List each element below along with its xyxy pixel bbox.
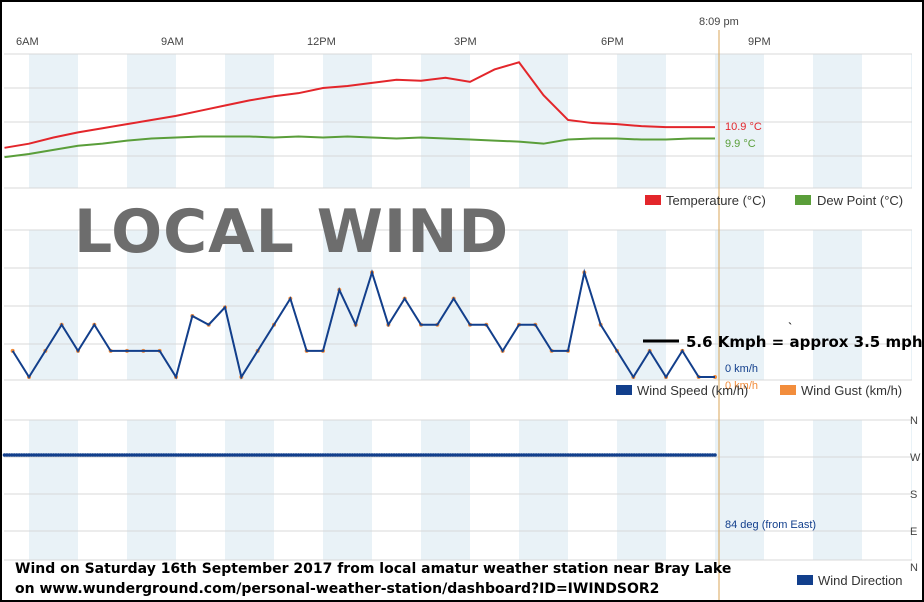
temperature-panel (4, 61, 715, 159)
time-tick-3pm: 3PM (454, 36, 477, 48)
local-wind-banner: LOCAL WIND (74, 197, 509, 267)
current-temperature-label: 10.9 °C (725, 121, 762, 133)
wind-conversion-note: 5.6 Kmph = approx 3.5 mph (686, 333, 922, 351)
dewpoint-legend-swatch (795, 195, 811, 205)
hour-band (617, 54, 666, 188)
windspeed-legend-label: Wind Speed (km/h) (637, 383, 748, 398)
hour-band (715, 230, 764, 380)
current-windspeed-label: 0 km/h (725, 363, 758, 375)
direction-legend-swatch (797, 575, 813, 585)
dewpoint-legend-label: Dew Point (°C) (817, 193, 903, 208)
hour-band (617, 420, 666, 560)
direction-legend: Wind Direction (797, 573, 903, 588)
hour-band (421, 54, 470, 188)
hour-band (323, 420, 372, 560)
current-windgust-label: 0 km/h (725, 380, 758, 392)
time-axis: 6AM 9AM 12PM 3PM 6PM 9PM 8:09 pm (16, 16, 771, 48)
hour-band (29, 54, 78, 188)
wind-direction-panel (2, 453, 717, 457)
hour-band (323, 54, 372, 188)
temperature-legend-swatch (645, 195, 661, 205)
hour-band (519, 54, 568, 188)
hour-band (519, 420, 568, 560)
hour-band (421, 420, 470, 560)
direction-point (713, 453, 717, 457)
temperature-legend: Temperature (°C) Dew Point (°C) (645, 193, 903, 208)
direction-legend-label: Wind Direction (818, 573, 903, 588)
hour-band (911, 420, 912, 560)
hour-band (29, 420, 78, 560)
direction-tick-n-bottom: N (910, 562, 918, 574)
direction-axis: N W S E N (910, 415, 921, 574)
hour-band (225, 230, 274, 380)
hour-band (911, 230, 912, 380)
hour-band (127, 230, 176, 380)
windgust-legend-swatch (780, 385, 796, 395)
wind-panel (10, 268, 717, 380)
windspeed-legend-swatch (616, 385, 632, 395)
direction-tick-e: E (910, 526, 917, 538)
hour-band (225, 420, 274, 560)
hour-band (127, 54, 176, 188)
time-tick-12pm: 12PM (307, 36, 336, 48)
hour-band (813, 230, 862, 380)
hour-band (421, 230, 470, 380)
hour-band (29, 230, 78, 380)
temperature-legend-label: Temperature (°C) (666, 193, 766, 208)
direction-tick-n-top: N (910, 415, 918, 427)
hour-band (813, 420, 862, 560)
current-time-label: 8:09 pm (699, 16, 739, 28)
hour-band (617, 230, 666, 380)
hour-band (813, 54, 862, 188)
hour-band (715, 420, 764, 560)
windgust-legend-label: Wind Gust (km/h) (801, 383, 902, 398)
caption-line-2: on www.wunderground.com/personal-weather… (15, 581, 659, 597)
current-direction-label: 84 deg (from East) (725, 519, 816, 531)
time-tick-6am: 6AM (16, 36, 39, 48)
time-tick-9am: 9AM (161, 36, 184, 48)
direction-tick-s: S (910, 489, 917, 501)
night-bands (29, 54, 912, 560)
current-dewpoint-label: 9.9 °C (725, 138, 756, 150)
temperature-line (4, 61, 715, 149)
time-tick-6pm: 6PM (601, 36, 624, 48)
hour-band (911, 54, 912, 188)
hour-band (127, 420, 176, 560)
windspeed-line (11, 268, 715, 380)
hour-band (519, 230, 568, 380)
annotation-mark: ` (788, 320, 792, 335)
direction-tick-w: W (910, 452, 921, 464)
hour-band (225, 54, 274, 188)
time-tick-9pm: 9PM (748, 36, 771, 48)
hour-band (715, 54, 764, 188)
wind-legend: Wind Speed (km/h) Wind Gust (km/h) (616, 383, 902, 398)
caption-line-1: Wind on Saturday 16th September 2017 fro… (15, 561, 731, 577)
dewpoint-line (4, 135, 715, 159)
